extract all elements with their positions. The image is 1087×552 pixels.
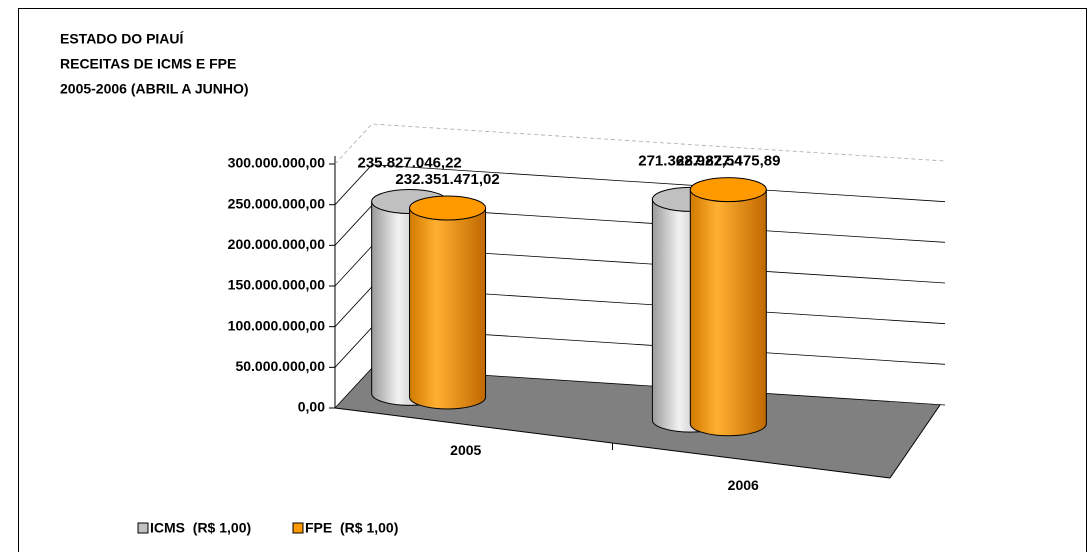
y-tick-label: 50.000.000,00 (235, 358, 325, 374)
y-tick-label: 250.000.000,00 (228, 195, 326, 211)
legend-label: FPE (R$ 1,00) (305, 520, 398, 536)
legend-swatch (137, 522, 149, 534)
value-label: 235.827.046,22 (358, 155, 462, 172)
bar-top (409, 195, 487, 221)
legend-swatch (292, 522, 304, 534)
grid-line (334, 123, 946, 165)
bar (409, 207, 487, 410)
value-label: 232.351.471,02 (395, 171, 499, 188)
y-tick-label: 150.000.000,00 (228, 277, 326, 293)
y-tick-label: 100.000.000,00 (228, 317, 326, 333)
title-line: ESTADO DO PIAUÍ (60, 31, 185, 47)
x-tick-label: 2005 (450, 442, 481, 458)
value-label: 287.827.475,89 (676, 153, 780, 170)
value-label: 271.362.927,54 (638, 152, 743, 169)
bar (689, 189, 767, 437)
title-line: RECEITAS DE ICMS E FPE (60, 56, 236, 72)
y-tick-label: 0,00 (298, 399, 325, 415)
floor-edge (889, 404, 941, 479)
title-line: 2005-2006 (ABRIL A JUNHO) (60, 81, 249, 97)
y-tick-label: 200.000.000,00 (228, 236, 326, 252)
floor (335, 368, 940, 478)
x-tick-label: 2006 (728, 477, 759, 493)
legend-label: ICMS (R$ 1,00) (150, 520, 251, 536)
bar-top (689, 177, 767, 203)
y-tick-label: 300.000.000,00 (228, 155, 326, 171)
